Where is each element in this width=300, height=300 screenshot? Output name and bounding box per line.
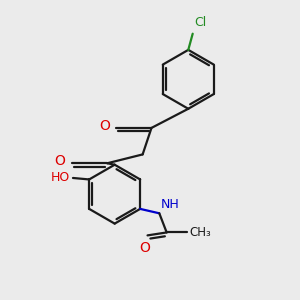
Text: O: O	[99, 118, 110, 133]
Text: HO: HO	[51, 171, 70, 184]
Text: O: O	[55, 154, 65, 168]
Text: Cl: Cl	[194, 16, 206, 29]
Text: CH₃: CH₃	[190, 226, 211, 239]
Text: NH: NH	[161, 198, 179, 211]
Text: O: O	[139, 241, 150, 255]
